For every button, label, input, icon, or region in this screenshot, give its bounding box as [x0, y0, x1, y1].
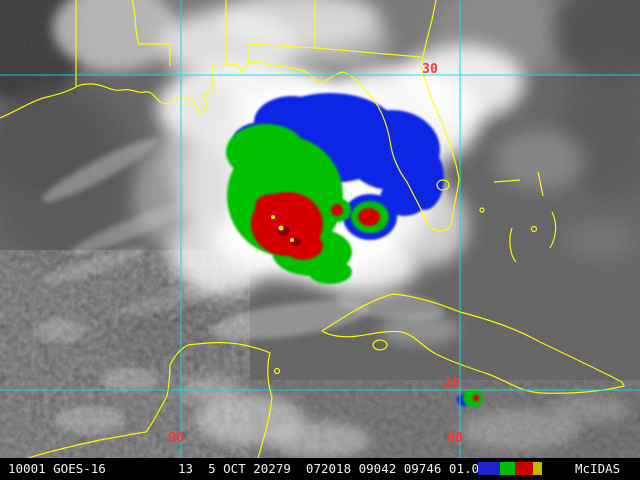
grid-label-lat-30: 30 [422, 62, 438, 77]
grid-labels: 30 20 90 80 [168, 62, 463, 446]
lake-okeechobee [436, 179, 450, 191]
image-info-text: 13 5 OCT 20279 072018 09042 09746 01.00 [178, 461, 487, 476]
isle-of-youth [372, 339, 388, 351]
status-bar: 10001 GOES-16 13 5 OCT 20279 072018 0904… [0, 458, 640, 480]
brand-text: McIDAS [575, 461, 621, 476]
grid-label-lat-20: 20 [444, 376, 460, 391]
colorbar-swatch-blue [478, 462, 500, 475]
colorbar-swatch-red [515, 462, 533, 475]
grid-label-lon-90: 90 [168, 431, 184, 446]
state-borders [75, 0, 422, 86]
coastline-overlay [0, 0, 625, 458]
cozumel-island [273, 367, 281, 375]
frame-id-text: 10001 GOES-16 [8, 461, 106, 476]
grid-label-lon-80: 80 [447, 431, 463, 446]
us-coastline [0, 0, 460, 232]
satellite-display[interactable]: 30 20 90 80 [0, 0, 640, 458]
colorbar [478, 462, 542, 476]
colorbar-swatch-green [500, 462, 515, 475]
cuba-coastline [320, 293, 625, 394]
storm-enhancement-yellow-dots [271, 215, 294, 242]
latlon-grid [0, 0, 640, 458]
bahamas-islands [493, 171, 557, 263]
colorbar-swatch-yellow [533, 462, 542, 475]
yucatan-coastline [27, 342, 273, 458]
